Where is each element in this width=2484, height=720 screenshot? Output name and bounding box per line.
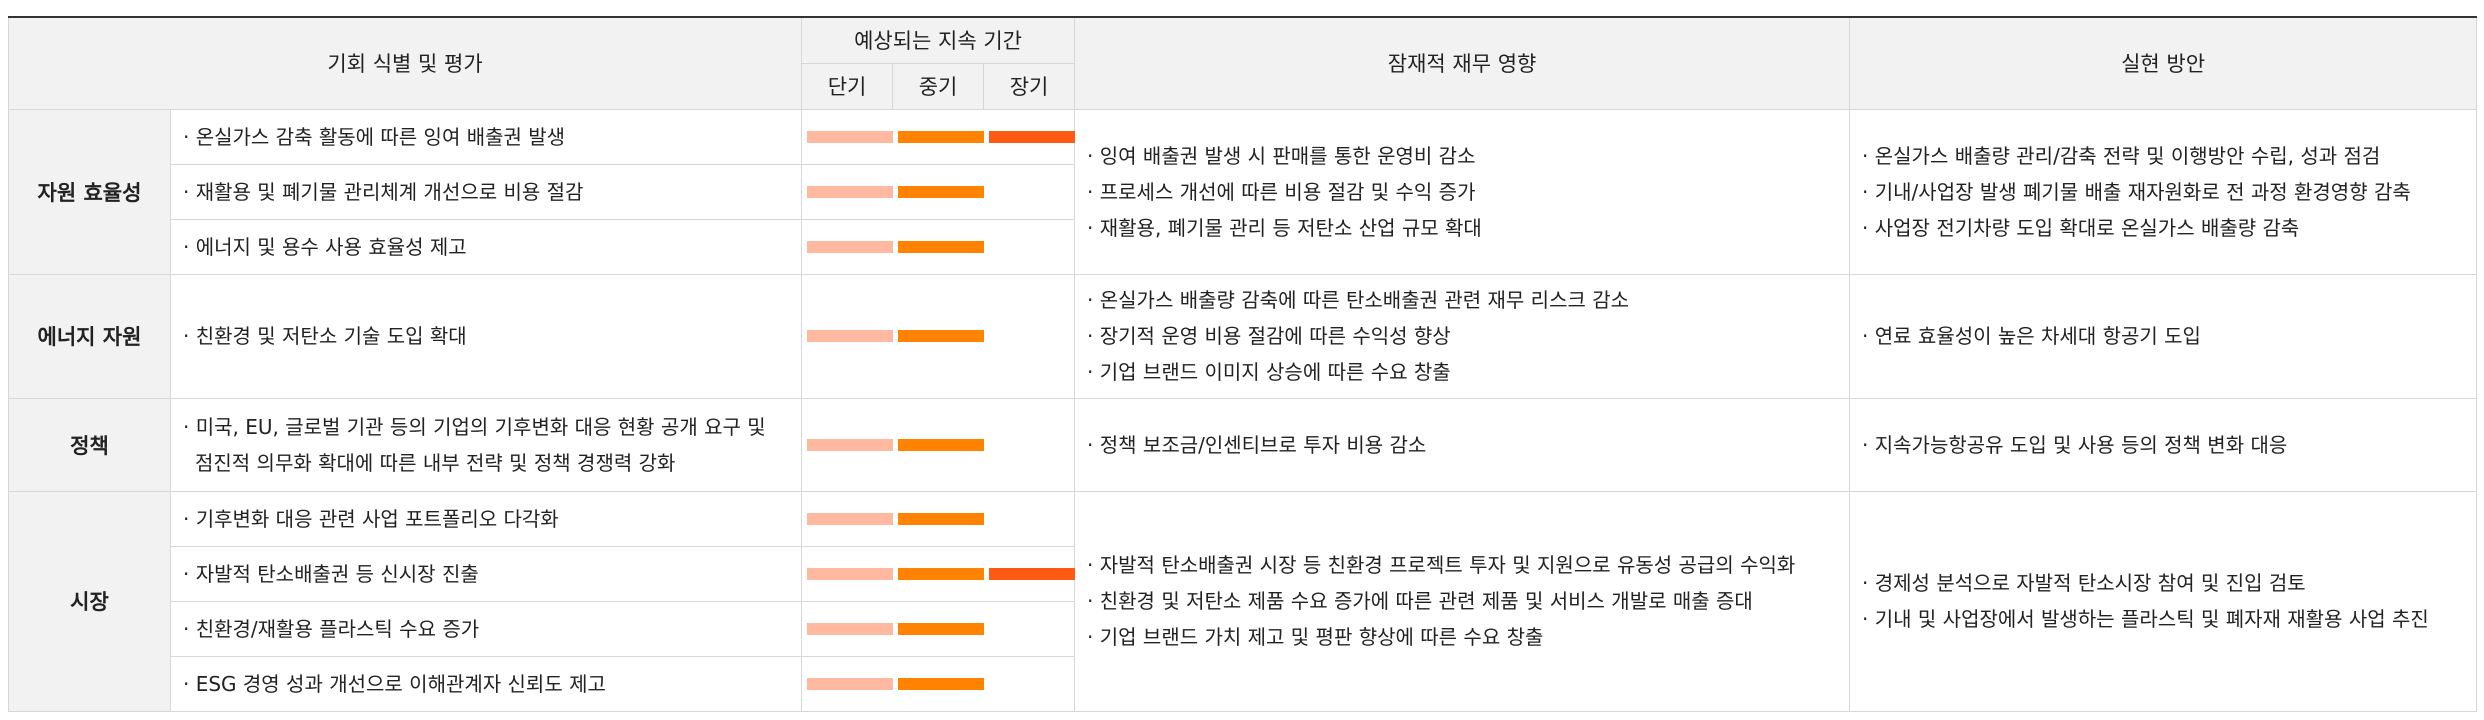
implementation-plan: · 연료 효율성이 높은 차세대 항공기 도입	[1849, 273, 2478, 399]
short-term-bar	[807, 330, 894, 342]
opportunity-item: · 재활용 및 폐기물 관리체계 개선으로 비용 절감	[169, 163, 803, 220]
implementation-plan: · 온실가스 배출량 관리/감축 전략 및 이행방안 수립, 성과 점검 · 기…	[1849, 108, 2478, 275]
duration-bars	[801, 655, 1076, 712]
short-term-bar	[807, 240, 894, 253]
opportunity-item: · 친환경 및 저탄소 기술 도입 확대	[169, 273, 803, 399]
category-resource-efficiency: 자원 효율성	[8, 108, 171, 275]
opportunity-item: · 에너지 및 용수 사용 효율성 제고	[169, 218, 803, 275]
financial-line: · 프로세스 개선에 따른 비용 절감 및 수익 증가	[1087, 179, 1476, 204]
implementation-line: · 연료 효율성이 높은 차세대 항공기 도입	[1862, 324, 2201, 348]
medium-term-bar	[898, 567, 985, 580]
long-term-bar	[989, 567, 1076, 580]
duration-bars	[801, 397, 1076, 492]
medium-term-bar	[898, 622, 985, 635]
table-row: 에너지 자원 · 친환경 및 저탄소 기술 도입 확대 · 온실가스 배출량 감…	[8, 273, 2478, 399]
duration-bars	[801, 545, 1076, 602]
opportunity-item: · 기후변화 대응 관련 사업 포트폴리오 다각화	[169, 490, 803, 547]
short-term-bar	[807, 512, 894, 525]
financial-line: · 재활용, 폐기물 관리 등 저탄소 산업 규모 확대	[1087, 215, 1482, 240]
category-energy-source: 에너지 자원	[8, 273, 171, 399]
financial-line: · 자발적 탄소배출권 시장 등 친환경 프로젝트 투자 및 지원으로 유동성 …	[1087, 553, 1796, 577]
implementation-plan: · 경제성 분석으로 자발적 탄소시장 참여 및 진입 검토 · 기내 및 사업…	[1849, 490, 2478, 712]
header-duration: 예상되는 지속 기간	[801, 16, 1076, 64]
duration-bars	[801, 273, 1076, 399]
implementation-line: · 사업장 전기차량 도입 확대로 온실가스 배출량 감축	[1862, 215, 2300, 240]
table-row: 정책 · 미국, EU, 글로벌 기관 등의 기업의 기후변화 대응 현황 공개…	[8, 397, 2478, 492]
opportunity-item: · ESG 경영 성과 개선으로 이해관계자 신뢰도 제고	[169, 655, 803, 712]
short-term-bar	[807, 622, 894, 635]
header-financial: 잠재적 재무 영향	[1074, 16, 1851, 110]
header-medium: 중기	[892, 62, 985, 110]
header-implementation: 실현 방안	[1849, 16, 2478, 110]
financial-line: · 장기적 운영 비용 절감에 따른 수익성 향상	[1087, 324, 1451, 348]
short-term-bar	[807, 567, 894, 580]
category-market: 시장	[8, 490, 171, 712]
short-term-bar	[807, 130, 894, 143]
table-row: 시장 · 기후변화 대응 관련 사업 포트폴리오 다각화 · 자발적 탄소배출권…	[8, 490, 2478, 712]
short-term-bar	[807, 185, 894, 198]
implementation-line: · 지속가능항공유 도입 및 사용 등의 정책 변화 대응	[1862, 432, 2288, 457]
financial-line: · 잉여 배출권 발생 시 판매를 통한 운영비 감소	[1087, 143, 1476, 168]
header-short: 단기	[801, 62, 894, 110]
medium-term-bar	[898, 330, 985, 342]
financial-line: · 기업 브랜드 이미지 상승에 따른 수요 창출	[1087, 360, 1451, 384]
medium-term-bar	[898, 130, 985, 143]
duration-bars	[801, 163, 1076, 220]
medium-term-bar	[898, 185, 985, 198]
opportunity-item-line: 점진적 의무화 확대에 따른 내부 전략 및 정책 경쟁력 강화	[195, 450, 676, 475]
financial-line: · 온실가스 배출량 감축에 따른 탄소배출권 관련 재무 리스크 감소	[1087, 288, 1630, 312]
financial-line: · 기업 브랜드 가치 제고 및 평판 향상에 따른 수요 창출	[1087, 625, 1544, 649]
financial-impact: · 정책 보조금/인센티브로 투자 비용 감소	[1074, 397, 1851, 492]
financial-impact: · 자발적 탄소배출권 시장 등 친환경 프로젝트 투자 및 지원으로 유동성 …	[1074, 490, 1851, 712]
medium-term-bar	[898, 438, 985, 451]
financial-impact: · 온실가스 배출량 감축에 따른 탄소배출권 관련 재무 리스크 감소 · 장…	[1074, 273, 1851, 399]
medium-term-bar	[898, 512, 985, 525]
table-row: · ESG 경영 성과 개선으로 이해관계자 신뢰도 제고	[9, 655, 2477, 712]
duration-bars	[801, 108, 1076, 165]
duration-bars	[801, 600, 1076, 657]
implementation-plan: · 지속가능항공유 도입 및 사용 등의 정책 변화 대응	[1849, 397, 2478, 492]
financial-impact: · 잉여 배출권 발생 시 판매를 통한 운영비 감소 · 프로세스 개선에 따…	[1074, 108, 1851, 275]
implementation-line: · 온실가스 배출량 관리/감축 전략 및 이행방안 수립, 성과 점검	[1862, 143, 2381, 168]
short-term-bar	[807, 677, 894, 690]
opportunity-table: 기회 식별 및 평가 예상되는 지속 기간 잠재적 재무 영향 실현 방안 단기…	[7, 16, 2478, 712]
table-row: · 자발적 탄소배출권 등 신시장 진출	[9, 545, 2477, 602]
implementation-line: · 기내/사업장 발생 폐기물 배출 재자원화로 전 과정 환경영향 감축	[1862, 179, 2411, 204]
table-row: · 재활용 및 폐기물 관리체계 개선으로 비용 절감	[9, 163, 2477, 220]
table-row: · 친환경/재활용 플라스틱 수요 증가	[9, 600, 2477, 657]
table-row: · 에너지 및 용수 사용 효율성 제고	[9, 218, 2477, 275]
table-row: 자원 효율성 · 온실가스 감축 활동에 따른 잉여 배출권 발생 · 잉여 배…	[8, 108, 2478, 275]
financial-line: · 정책 보조금/인센티브로 투자 비용 감소	[1087, 432, 1427, 457]
long-term-bar	[989, 130, 1076, 143]
opportunity-item: · 자발적 탄소배출권 등 신시장 진출	[169, 545, 803, 602]
opportunity-item-line: · 미국, EU, 글로벌 기관 등의 기업의 기후변화 대응 현황 공개 요구…	[183, 414, 766, 439]
duration-bars	[801, 218, 1076, 275]
medium-term-bar	[898, 677, 985, 690]
duration-bars	[801, 490, 1076, 547]
implementation-line: · 경제성 분석으로 자발적 탄소시장 참여 및 진입 검토	[1862, 571, 2306, 595]
financial-line: · 친환경 및 저탄소 제품 수요 증가에 따른 관련 제품 및 서비스 개발로…	[1087, 589, 1753, 613]
opportunity-item: · 친환경/재활용 플라스틱 수요 증가	[169, 600, 803, 657]
category-policy: 정책	[8, 397, 171, 492]
implementation-line: · 기내 및 사업장에서 발생하는 플라스틱 및 폐자재 재활용 사업 추진	[1862, 607, 2429, 631]
opportunity-item: · 미국, EU, 글로벌 기관 등의 기업의 기후변화 대응 현황 공개 요구…	[169, 397, 803, 492]
header-long: 장기	[983, 62, 1076, 110]
opportunity-item: · 온실가스 감축 활동에 따른 잉여 배출권 발생	[169, 108, 803, 165]
short-term-bar	[807, 438, 894, 451]
medium-term-bar	[898, 240, 985, 253]
header-identification: 기회 식별 및 평가	[7, 16, 803, 110]
